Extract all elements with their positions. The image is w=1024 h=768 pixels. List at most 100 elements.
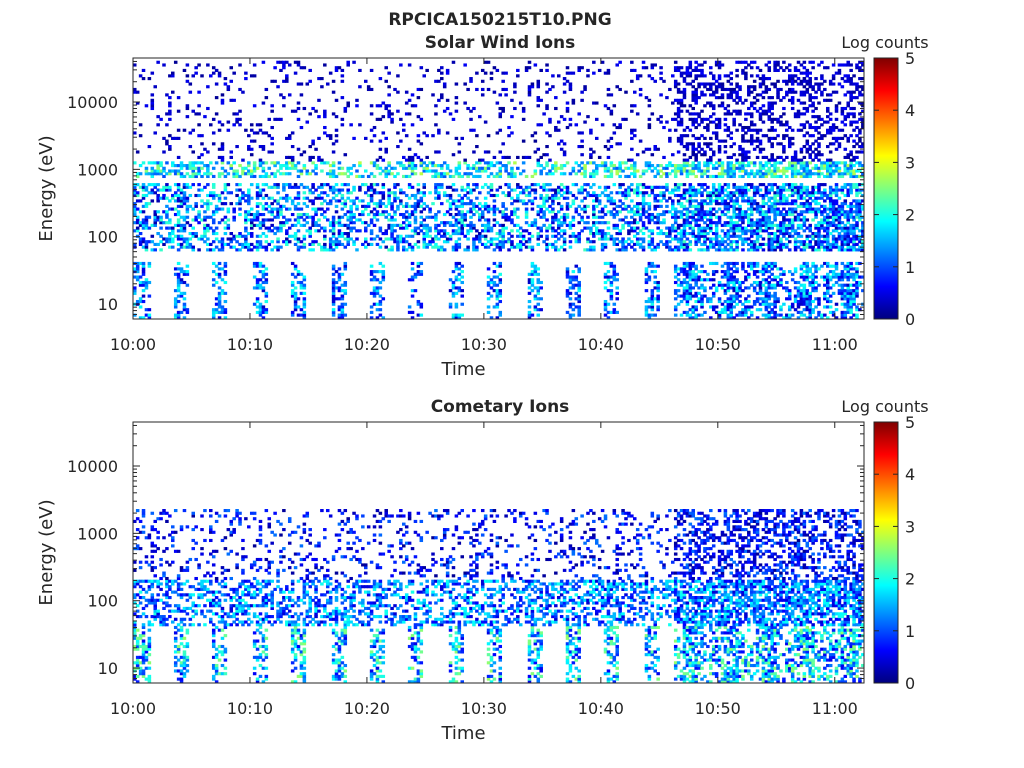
heatmap-cell — [469, 188, 473, 192]
heatmap-cell — [612, 242, 617, 246]
heatmap-cell — [249, 169, 254, 173]
heatmap-cell — [688, 183, 693, 187]
heatmap-cell — [603, 71, 608, 75]
heatmap-cell — [416, 299, 421, 304]
heatmap-cell — [153, 183, 157, 187]
heatmap-cell — [565, 109, 570, 113]
heatmap-cell — [492, 199, 497, 203]
heatmap-cell — [451, 280, 456, 285]
heatmap-cell — [454, 223, 459, 227]
heatmap-cell — [700, 302, 704, 306]
heatmap-cell — [407, 223, 412, 227]
heatmap-cell — [422, 232, 426, 236]
heatmap-cell — [171, 229, 175, 233]
heatmap-cell — [741, 71, 745, 75]
heatmap-cell — [694, 280, 698, 285]
heatmap-cell — [507, 161, 511, 165]
heatmap-cell — [492, 289, 497, 293]
heatmap-cell — [135, 226, 140, 230]
heatmap-cell — [618, 185, 622, 189]
heatmap-cell — [141, 210, 146, 214]
heatmap-cell — [285, 242, 289, 246]
heatmap-cell — [349, 229, 353, 233]
heatmap-cell — [732, 278, 736, 282]
heatmap-cell — [562, 150, 567, 154]
heatmap-cell — [200, 166, 204, 170]
heatmap-cell — [600, 215, 605, 219]
heatmap-cell — [425, 234, 429, 238]
heatmap-cell — [568, 221, 573, 225]
heatmap-cell — [314, 212, 318, 217]
heatmap-cell — [556, 221, 561, 225]
heatmap-cell — [714, 90, 719, 94]
heatmap-cell — [296, 161, 301, 165]
heatmap-cell — [676, 267, 681, 271]
heatmap-cell — [492, 212, 497, 217]
heatmap-cell — [220, 305, 225, 309]
heatmap-cell — [422, 131, 426, 135]
heatmap-cell — [741, 232, 745, 236]
heatmap-cell — [402, 204, 406, 208]
heatmap-cell — [492, 210, 497, 214]
heatmap-cell — [182, 202, 187, 206]
heatmap-cell — [320, 207, 324, 211]
heatmap-cell — [387, 218, 391, 222]
heatmap-cell — [141, 196, 146, 200]
heatmap-cell — [723, 193, 728, 198]
heatmap-cell — [571, 202, 576, 206]
heatmap-cell — [302, 106, 307, 111]
heatmap-cell — [518, 240, 523, 244]
heatmap-cell — [711, 272, 716, 276]
heatmap-cell — [144, 242, 149, 246]
heatmap-cell — [723, 221, 728, 225]
heatmap-cell — [720, 185, 725, 189]
heatmap-cell — [486, 280, 491, 285]
heatmap-cell — [320, 226, 324, 230]
heatmap-cell — [454, 267, 459, 271]
heatmap-cell — [144, 223, 149, 227]
heatmap-cell — [276, 237, 280, 241]
heatmap-cell — [419, 204, 424, 208]
heatmap-cell — [723, 169, 728, 173]
heatmap-cell — [182, 302, 187, 306]
heatmap-cell — [700, 191, 704, 195]
heatmap-cell — [334, 297, 339, 301]
heatmap-cell — [755, 232, 760, 236]
heatmap-cell — [171, 90, 175, 94]
heatmap-cell — [612, 123, 617, 127]
heatmap-cell — [592, 223, 596, 227]
heatmap-cell — [714, 210, 719, 214]
heatmap-cell — [697, 74, 701, 78]
heatmap-cell — [659, 229, 663, 233]
heatmap-cell — [194, 172, 198, 176]
heatmap-cell — [217, 294, 222, 298]
heatmap-cell — [445, 185, 450, 189]
heatmap-cell — [372, 161, 377, 165]
heatmap-cell — [311, 221, 315, 225]
heatmap-cell — [638, 93, 643, 97]
heatmap-cell — [185, 237, 190, 241]
heatmap-cell — [630, 240, 634, 244]
heatmap-cell — [261, 264, 266, 268]
heatmap-cell — [173, 183, 178, 187]
heatmap-cell — [214, 204, 219, 208]
heatmap-cell — [568, 223, 573, 227]
heatmap-cell — [331, 313, 336, 317]
heatmap-cell — [597, 68, 602, 72]
heatmap-cell — [650, 270, 655, 274]
heatmap-cell — [732, 248, 736, 252]
heatmap-cell — [255, 183, 260, 187]
heatmap-cell — [501, 210, 505, 214]
heatmap-cell — [171, 169, 175, 173]
heatmap-cell — [752, 270, 757, 274]
heatmap-cell — [440, 234, 444, 238]
heatmap-cell — [153, 85, 157, 89]
heatmap-cell — [305, 169, 310, 173]
heatmap-cell — [337, 218, 342, 222]
heatmap-cell — [285, 155, 289, 159]
heatmap-cell — [577, 308, 581, 312]
heatmap-cell — [571, 169, 576, 173]
heatmap-cell — [589, 240, 593, 244]
heatmap-cell — [460, 185, 465, 189]
heatmap-cell — [741, 215, 745, 219]
